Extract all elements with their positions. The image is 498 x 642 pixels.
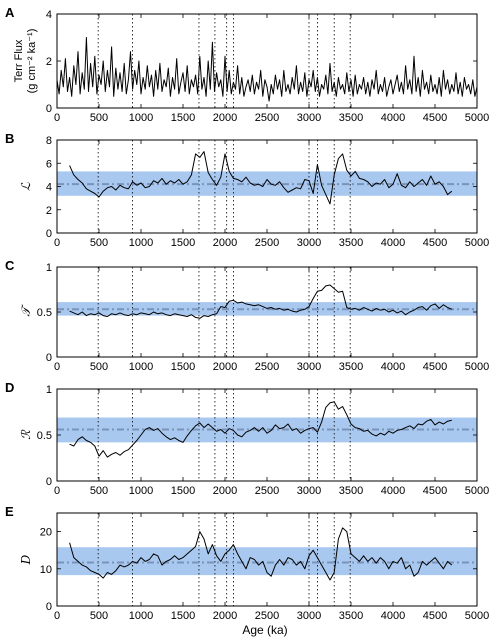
x-tick-label: 0: [54, 361, 60, 373]
x-tick-label: 2000: [213, 112, 237, 124]
x-tick-label: 500: [90, 237, 108, 249]
x-tick-label: 2500: [255, 485, 279, 497]
y-axis-label-line: Terr Flux: [13, 39, 25, 82]
panel-b: 0 500 1000 1500 2000 2500 3000 3500 4000 4500 5000…: [5, 131, 489, 249]
x-tick-label: 5000: [465, 610, 489, 622]
x-tick-label: 500: [90, 361, 108, 373]
series-line-c: [69, 284, 452, 319]
y-tick-label: 2: [46, 56, 52, 68]
x-tick-label: 1500: [171, 485, 195, 497]
x-tick-label: 1000: [129, 112, 153, 124]
x-tick-label: 3500: [339, 485, 363, 497]
y-tick-label: 0: [46, 476, 52, 488]
x-tick-label: 3000: [297, 112, 321, 124]
y-tick-label: 10: [40, 564, 52, 576]
x-tick-label: 4000: [381, 112, 405, 124]
y-tick-label: 0.5: [37, 430, 52, 442]
x-tick-label: 4000: [381, 237, 405, 249]
y-tick-label: 0.5: [37, 307, 52, 319]
series-line-d: [69, 401, 452, 458]
panel-letter: B: [5, 131, 14, 146]
x-tick-label: 1500: [171, 610, 195, 622]
panel-letter: E: [5, 504, 14, 519]
y-tick-label: 20: [40, 527, 52, 539]
panel-e: 0 500 1000 1500 2000 2500 3000 3500 4000 4500 5000…: [5, 504, 489, 622]
x-tick-label: 5000: [465, 112, 489, 124]
y-tick-label: 8: [46, 135, 52, 147]
x-tick-label: 2000: [213, 485, 237, 497]
panel-letter: D: [5, 380, 14, 395]
x-tick-label: 1000: [129, 610, 153, 622]
x-tick-label: 4500: [423, 610, 447, 622]
y-tick-label: 2: [46, 205, 52, 217]
x-tick-label: 3000: [297, 237, 321, 249]
y-tick-label: 0: [46, 601, 52, 613]
panel-c: 0 500 1000 1500 2000 2500 3000 3500 4000 4500 5000…: [5, 258, 489, 373]
x-tick-label: 3500: [339, 610, 363, 622]
panel-letter: A: [5, 5, 15, 20]
x-tick-label: 4000: [381, 361, 405, 373]
x-tick-label: 3000: [297, 485, 321, 497]
x-tick-label: 1000: [129, 237, 153, 249]
x-tick-label: 3500: [339, 361, 363, 373]
variability-band: [57, 547, 477, 576]
y-tick-label: 4: [46, 9, 52, 21]
x-tick-label: 1000: [129, 485, 153, 497]
x-tick-label: 3000: [297, 361, 321, 373]
y-tick-label: 0: [46, 352, 52, 364]
y-axis-label: Terr Flux(g cm⁻² ka⁻¹): [13, 29, 38, 94]
y-axis-label: 𝒯: [19, 304, 33, 317]
x-tick-label: 4500: [423, 112, 447, 124]
y-tick-label: 0: [46, 228, 52, 240]
x-tick-label: 5000: [465, 237, 489, 249]
x-tick-label: 0: [54, 610, 60, 622]
x-tick-label: 4500: [423, 237, 447, 249]
x-tick-label: 4000: [381, 610, 405, 622]
x-tick-label: 4500: [423, 361, 447, 373]
x-axis-label: Age (ka): [242, 623, 287, 637]
x-tick-label: 5000: [465, 361, 489, 373]
x-tick-label: 1000: [129, 361, 153, 373]
x-tick-label: 4500: [423, 485, 447, 497]
y-tick-label: 6: [46, 158, 52, 170]
x-tick-label: 2000: [213, 361, 237, 373]
x-tick-label: 3500: [339, 112, 363, 124]
x-tick-label: 0: [54, 112, 60, 124]
series-line-e: [69, 527, 453, 581]
x-tick-label: 2000: [213, 610, 237, 622]
x-tick-label: 500: [90, 485, 108, 497]
y-tick-label: 1: [46, 384, 52, 396]
x-tick-label: 2500: [255, 112, 279, 124]
x-tick-label: 5000: [465, 485, 489, 497]
y-axis-label: ℛ: [19, 429, 33, 440]
x-tick-label: 1500: [171, 237, 195, 249]
x-tick-label: 0: [54, 485, 60, 497]
x-tick-label: 2500: [255, 361, 279, 373]
y-axis-label-line: (g cm⁻² ka⁻¹): [26, 29, 38, 94]
y-tick-label: 4: [46, 182, 52, 194]
x-tick-label: 500: [90, 112, 108, 124]
x-tick-label: 2000: [213, 237, 237, 249]
x-tick-label: 3500: [339, 237, 363, 249]
panel-d: 0 500 1000 1500 2000 2500 3000 3500 4000 4500 5000…: [5, 380, 489, 497]
panel-letter: C: [5, 258, 15, 273]
x-tick-label: 1500: [171, 361, 195, 373]
x-tick-label: 2500: [255, 610, 279, 622]
y-axis-label: D: [19, 554, 33, 565]
x-tick-label: 3000: [297, 610, 321, 622]
series-line-b: [69, 151, 453, 205]
x-tick-label: 500: [90, 610, 108, 622]
y-axis-label: ℒ: [19, 182, 33, 191]
x-tick-label: 0: [54, 237, 60, 249]
x-tick-label: 1500: [171, 112, 195, 124]
y-tick-label: 0: [46, 103, 52, 115]
panel-a: 0 500 1000 1500 2000 2500 3000 3500 4000 4500 5000…: [5, 5, 489, 124]
series-line-a: [57, 37, 477, 102]
x-tick-label: 4000: [381, 485, 405, 497]
y-tick-label: 1: [46, 262, 52, 274]
x-tick-label: 2500: [255, 237, 279, 249]
